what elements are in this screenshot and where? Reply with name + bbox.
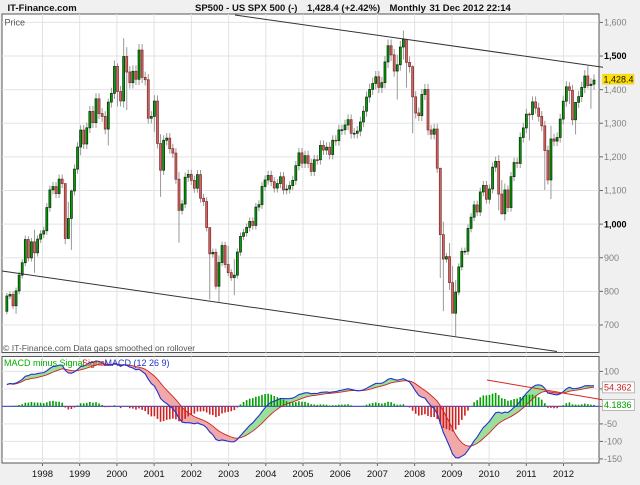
svg-text:MACD minus Signal: MACD minus Signal <box>4 358 85 368</box>
svg-text:1,428.4 (+2.42%): 1,428.4 (+2.42%) <box>307 3 380 14</box>
svg-text:-150: -150 <box>604 454 622 464</box>
svg-text:Price: Price <box>5 17 26 27</box>
svg-text:4.1836: 4.1836 <box>604 400 632 410</box>
svg-text:31 Dec 2012 22:14: 31 Dec 2012 22:14 <box>430 3 512 14</box>
svg-text:2009: 2009 <box>441 469 462 480</box>
svg-text:54.362: 54.362 <box>604 383 632 393</box>
svg-text:© IT-Finance.com Data gaps sm: © IT-Finance.com Data gaps smoothed on r… <box>3 343 195 353</box>
svg-text:1,100: 1,100 <box>604 186 627 196</box>
svg-text:1,300: 1,300 <box>604 118 627 128</box>
svg-text:Monthly: Monthly <box>390 3 427 14</box>
svg-text:1,428.4: 1,428.4 <box>604 74 634 84</box>
svg-text:-50: -50 <box>604 419 617 429</box>
svg-text:1,200: 1,200 <box>604 152 627 162</box>
svg-text:100: 100 <box>604 367 619 377</box>
svg-text:2007: 2007 <box>367 469 388 480</box>
svg-text:2004: 2004 <box>255 469 276 480</box>
svg-text:1,000: 1,000 <box>604 219 627 229</box>
svg-text:2011: 2011 <box>516 469 536 480</box>
svg-text:2001: 2001 <box>144 469 165 480</box>
svg-text:1,500: 1,500 <box>604 51 627 61</box>
svg-text:2006: 2006 <box>330 469 351 480</box>
svg-text:2005: 2005 <box>292 469 313 480</box>
svg-text:2012: 2012 <box>553 469 574 480</box>
svg-text:2000: 2000 <box>106 469 127 480</box>
svg-text:1,400: 1,400 <box>604 85 627 95</box>
svg-text:1999: 1999 <box>69 469 90 480</box>
svg-text:Signal: Signal <box>82 358 107 368</box>
svg-text:SP500 - US SPX 500 (-): SP500 - US SPX 500 (-) <box>195 3 297 14</box>
svg-text:-100: -100 <box>604 437 622 447</box>
svg-text:2002: 2002 <box>181 469 202 480</box>
svg-text:900: 900 <box>604 253 619 263</box>
svg-text:2010: 2010 <box>479 469 500 480</box>
svg-text:800: 800 <box>604 287 619 297</box>
svg-text:700: 700 <box>604 320 619 330</box>
svg-text:1,600: 1,600 <box>604 18 627 28</box>
svg-text:IT-Finance.com: IT-Finance.com <box>8 3 77 14</box>
svg-text:MACD (12 26 9): MACD (12 26 9) <box>105 358 170 368</box>
svg-text:2008: 2008 <box>404 469 425 480</box>
svg-text:1998: 1998 <box>32 469 53 480</box>
svg-text:2003: 2003 <box>218 469 239 480</box>
